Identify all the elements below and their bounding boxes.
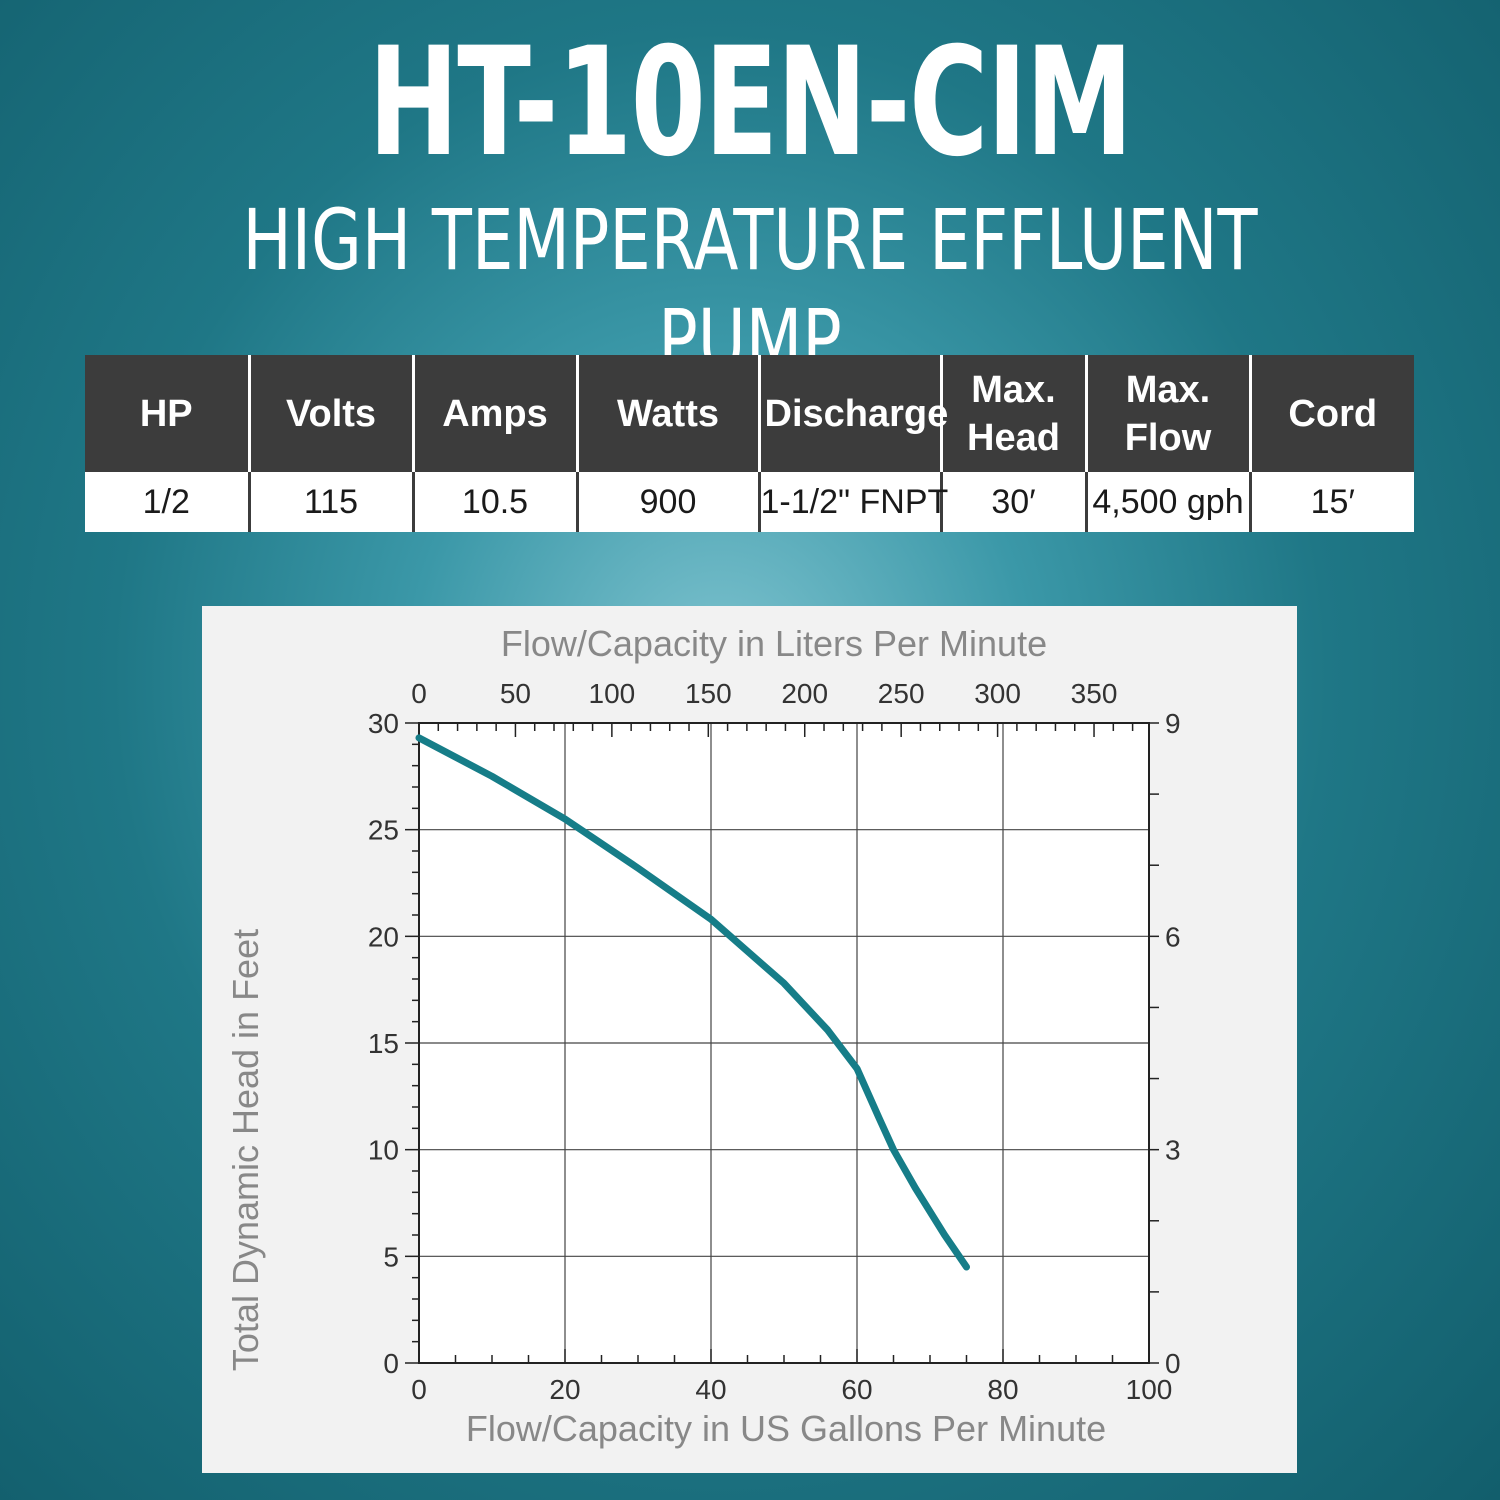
x-axis-title: Flow/Capacity in US Gallons Per Minute: [466, 1408, 1106, 1449]
product-title: HT-10EN-CIM: [368, 16, 1133, 190]
spec-value-row: 1/2 115 10.5 900 1-1/2" FNPT 30′ 4,500 g…: [85, 472, 1414, 532]
x-tick-label: 40: [695, 1374, 726, 1405]
spec-value-hp: 1/2: [85, 472, 249, 532]
x2-tick-label: 350: [1071, 678, 1118, 709]
y-tick-label: 5: [383, 1241, 399, 1272]
spec-value-volts: 115: [247, 472, 413, 532]
x-tick-label: 0: [411, 1374, 427, 1405]
x-tick-label: 80: [987, 1374, 1018, 1405]
y-tick-label: 30: [368, 708, 399, 739]
x-tick-label: 100: [1126, 1374, 1173, 1405]
spec-value-amps: 10.5: [411, 472, 577, 532]
pump-curve-line: [415, 734, 970, 1271]
x2-tick-label: 250: [878, 678, 925, 709]
spec-header-watts: Watts: [575, 355, 759, 472]
x2-tick-label: 200: [781, 678, 828, 709]
spec-header-max-head: Max. Head: [939, 355, 1086, 472]
x2-axis-title: Flow/Capacity in Liters Per Minute: [501, 623, 1047, 664]
y-tick-label: 10: [368, 1135, 399, 1166]
spec-header-discharge: Discharge: [757, 355, 948, 472]
spec-header-row: HP Volts Amps Watts Discharge Max. Head …: [85, 355, 1414, 472]
y2-tick-label: 6: [1165, 921, 1181, 952]
y2-tick-label: 3: [1165, 1135, 1181, 1166]
x-tick-label: 20: [549, 1374, 580, 1405]
y-tick-label: 20: [368, 921, 399, 952]
spec-header-amps: Amps: [411, 355, 577, 472]
x2-tick-label: 300: [974, 678, 1021, 709]
y-tick-label: 0: [383, 1348, 399, 1379]
pump-curve-svg: Flow/Capacity in Liters Per Minute Flow/…: [225, 623, 1181, 1449]
spec-table: HP Volts Amps Watts Discharge Max. Head …: [85, 355, 1414, 532]
x2-tick-label: 150: [685, 678, 732, 709]
spec-value-max-flow: 4,500 gph: [1084, 472, 1250, 532]
spec-value-max-head: 30′: [939, 472, 1086, 532]
y-tick-label: 15: [368, 1028, 399, 1059]
spec-value-discharge: 1-1/2" FNPT: [757, 472, 948, 532]
x2-tick-label: 50: [500, 678, 531, 709]
product-subtitle: HIGH TEMPERATURE EFFLUENT PUMP: [242, 191, 1258, 389]
spec-value-watts: 900: [575, 472, 759, 532]
y-tick-label: 25: [368, 815, 399, 846]
spec-header-hp: HP: [85, 355, 249, 472]
y-axis-title: Total Dynamic Head in Feet: [225, 929, 266, 1371]
spec-header-max-flow: Max. Flow: [1084, 355, 1250, 472]
x2-tick-label: 100: [589, 678, 636, 709]
y2-tick-label: 0: [1165, 1348, 1181, 1379]
spec-header-volts: Volts: [247, 355, 413, 472]
pump-curve-chart: Flow/Capacity in Liters Per Minute Flow/…: [202, 606, 1297, 1473]
x-tick-label: 60: [841, 1374, 872, 1405]
spec-value-cord: 15′: [1248, 472, 1414, 532]
x2-tick-label: 0: [411, 678, 427, 709]
spec-header-cord: Cord: [1248, 355, 1414, 472]
y2-tick-label: 9: [1165, 708, 1181, 739]
